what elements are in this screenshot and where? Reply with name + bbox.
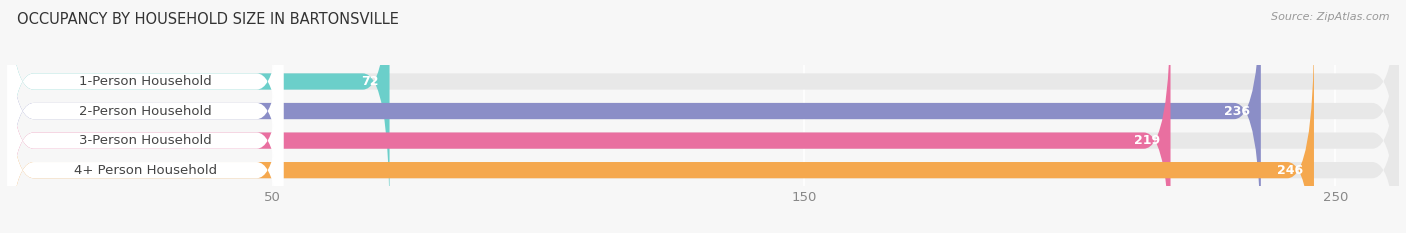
- Text: 219: 219: [1133, 134, 1160, 147]
- Text: 3-Person Household: 3-Person Household: [79, 134, 211, 147]
- FancyBboxPatch shape: [7, 0, 1399, 233]
- FancyBboxPatch shape: [7, 0, 283, 221]
- FancyBboxPatch shape: [7, 1, 283, 233]
- Text: 2-Person Household: 2-Person Household: [79, 105, 211, 117]
- FancyBboxPatch shape: [7, 31, 1315, 233]
- Text: 72: 72: [361, 75, 380, 88]
- FancyBboxPatch shape: [7, 1, 1399, 233]
- FancyBboxPatch shape: [7, 0, 389, 221]
- Text: 4+ Person Household: 4+ Person Household: [73, 164, 217, 177]
- FancyBboxPatch shape: [7, 0, 1261, 233]
- FancyBboxPatch shape: [7, 0, 283, 233]
- FancyBboxPatch shape: [7, 31, 283, 233]
- Text: 246: 246: [1277, 164, 1303, 177]
- Text: 1-Person Household: 1-Person Household: [79, 75, 211, 88]
- Text: OCCUPANCY BY HOUSEHOLD SIZE IN BARTONSVILLE: OCCUPANCY BY HOUSEHOLD SIZE IN BARTONSVI…: [17, 12, 399, 27]
- FancyBboxPatch shape: [7, 0, 1399, 221]
- Text: Source: ZipAtlas.com: Source: ZipAtlas.com: [1271, 12, 1389, 22]
- Text: 236: 236: [1225, 105, 1250, 117]
- FancyBboxPatch shape: [7, 31, 1399, 233]
- FancyBboxPatch shape: [7, 1, 1171, 233]
